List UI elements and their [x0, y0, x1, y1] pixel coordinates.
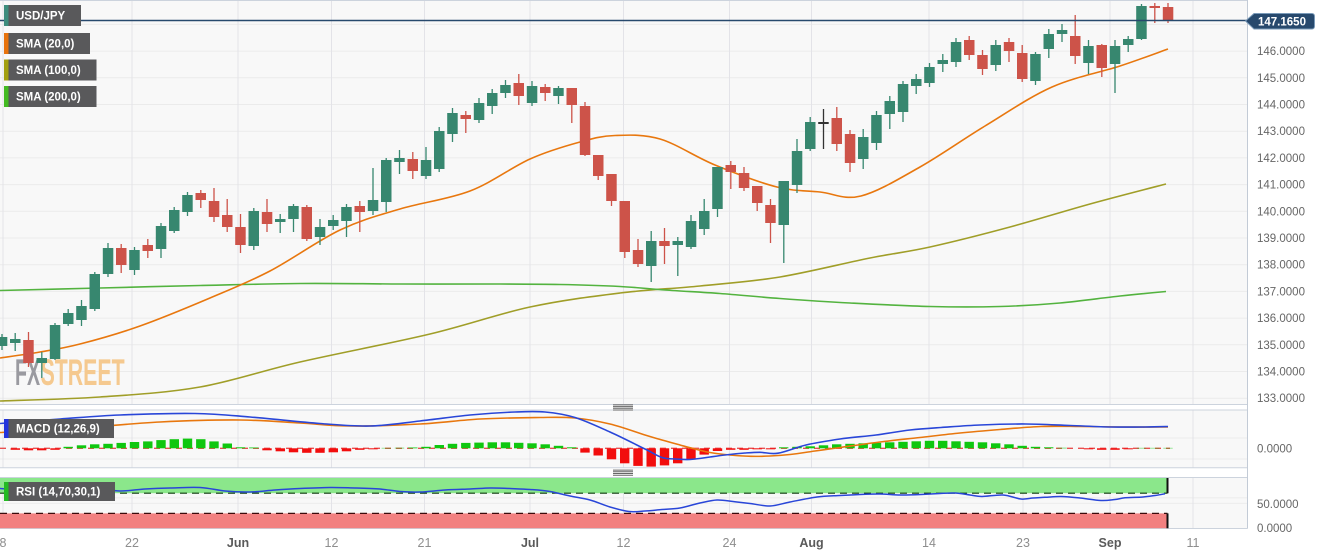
- svg-text:144.0000: 144.0000: [1257, 100, 1305, 112]
- svg-text:50.0000: 50.0000: [1257, 499, 1299, 511]
- svg-text:147.1650: 147.1650: [1258, 17, 1306, 29]
- svg-text:146.0000: 146.0000: [1257, 46, 1305, 58]
- svg-text:Sep: Sep: [1099, 536, 1122, 550]
- svg-text:MACD (12,26,9): MACD (12,26,9): [16, 424, 100, 436]
- svg-text:137.0000: 137.0000: [1257, 286, 1305, 298]
- svg-text:12: 12: [325, 536, 339, 550]
- svg-text:145.0000: 145.0000: [1257, 73, 1305, 85]
- svg-text:Jun: Jun: [227, 536, 249, 550]
- svg-text:139.0000: 139.0000: [1257, 233, 1305, 245]
- svg-text:142.0000: 142.0000: [1257, 153, 1305, 165]
- svg-text:21: 21: [418, 536, 432, 550]
- svg-text:0.0000: 0.0000: [1257, 444, 1292, 456]
- svg-text:134.0000: 134.0000: [1257, 367, 1305, 379]
- svg-text:23: 23: [1016, 536, 1030, 550]
- svg-text:14: 14: [922, 536, 936, 550]
- svg-text:SMA (20,0): SMA (20,0): [16, 39, 75, 51]
- svg-text:141.0000: 141.0000: [1257, 180, 1305, 192]
- svg-text:USD/JPY: USD/JPY: [16, 11, 66, 23]
- svg-text:24: 24: [723, 536, 737, 550]
- svg-text:22: 22: [125, 536, 139, 550]
- svg-text:136.0000: 136.0000: [1257, 313, 1305, 325]
- svg-text:140.0000: 140.0000: [1257, 206, 1305, 218]
- svg-text:138.0000: 138.0000: [1257, 260, 1305, 272]
- svg-text:143.0000: 143.0000: [1257, 126, 1305, 138]
- svg-text:0.0000: 0.0000: [1257, 523, 1292, 535]
- svg-text:SMA (100,0): SMA (100,0): [16, 65, 81, 77]
- svg-text:8: 8: [0, 536, 7, 550]
- svg-text:135.0000: 135.0000: [1257, 340, 1305, 352]
- svg-text:RSI (14,70,30,1): RSI (14,70,30,1): [16, 487, 101, 499]
- svg-text:Jul: Jul: [521, 536, 539, 550]
- svg-text:Aug: Aug: [799, 536, 823, 550]
- svg-text:11: 11: [1187, 536, 1200, 550]
- svg-text:SMA (200,0): SMA (200,0): [16, 92, 81, 104]
- svg-text:133.0000: 133.0000: [1257, 393, 1305, 405]
- svg-text:12: 12: [617, 536, 631, 550]
